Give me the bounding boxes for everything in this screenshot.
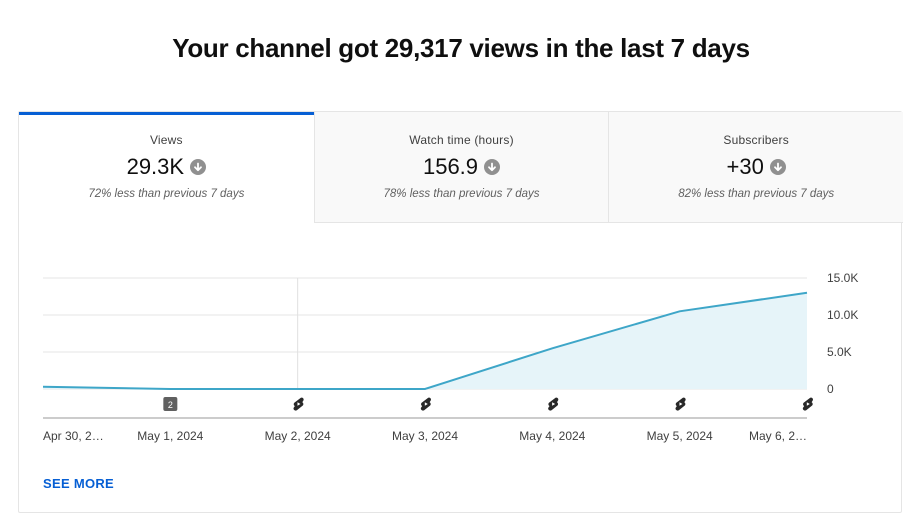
y-tick-label: 15.0K [827,271,858,285]
tab-watch-time[interactable]: Watch time (hours) 156.9 78% less than p… [313,112,609,223]
x-tick-label: May 6, 2… [749,429,807,443]
tab-subscribers[interactable]: Subscribers +30 82% less than previous 7… [608,112,904,223]
tab-comparison: 78% less than previous 7 days [383,188,540,200]
page-headline: Your channel got 29,317 views in the las… [172,33,750,63]
tab-comparison: 82% less than previous 7 days [678,188,835,200]
x-tick-label: May 3, 2024 [392,429,458,443]
series-area [43,292,807,389]
arrow-down-icon [190,159,207,175]
arrow-down-icon [769,159,786,175]
tab-views[interactable]: Views 29.3K 72% less than previous 7 day… [19,112,314,223]
x-tick-label: May 1, 2024 [137,429,203,443]
upload-count-text: 2 [168,400,173,410]
tab-label: Subscribers [723,133,789,147]
x-tick-label: May 4, 2024 [519,429,585,443]
tab-label: Views [149,133,183,147]
series-line [42,291,808,390]
y-tick-label: 0 [827,382,834,396]
y-tick-label: 5.0K [827,345,852,359]
tab-comparison: 72% less than previous 7 days [88,188,245,200]
tab-value: +30 [726,154,764,179]
tab-value: 156.9 [422,154,479,179]
metric-tabs: Views 29.3K 72% less than previous 7 day… [19,112,904,223]
upload-count-badge [163,397,178,411]
x-tick-label: Apr 30, 2… [43,429,104,443]
see-more-link[interactable]: SEE MORE [43,476,115,491]
shorts-icon [420,397,431,411]
tab-label: Watch time (hours) [409,133,514,147]
tab-value: 29.3K [126,154,185,179]
x-tick-label: May 5, 2024 [647,429,713,443]
shorts-icon [293,397,304,411]
x-tick-label: May 2, 2024 [265,429,331,443]
arrow-down-icon [484,159,501,175]
y-tick-label: 10.0K [827,308,858,322]
shorts-icon [802,397,813,411]
shorts-icon [675,397,686,411]
shorts-icon [548,397,559,411]
